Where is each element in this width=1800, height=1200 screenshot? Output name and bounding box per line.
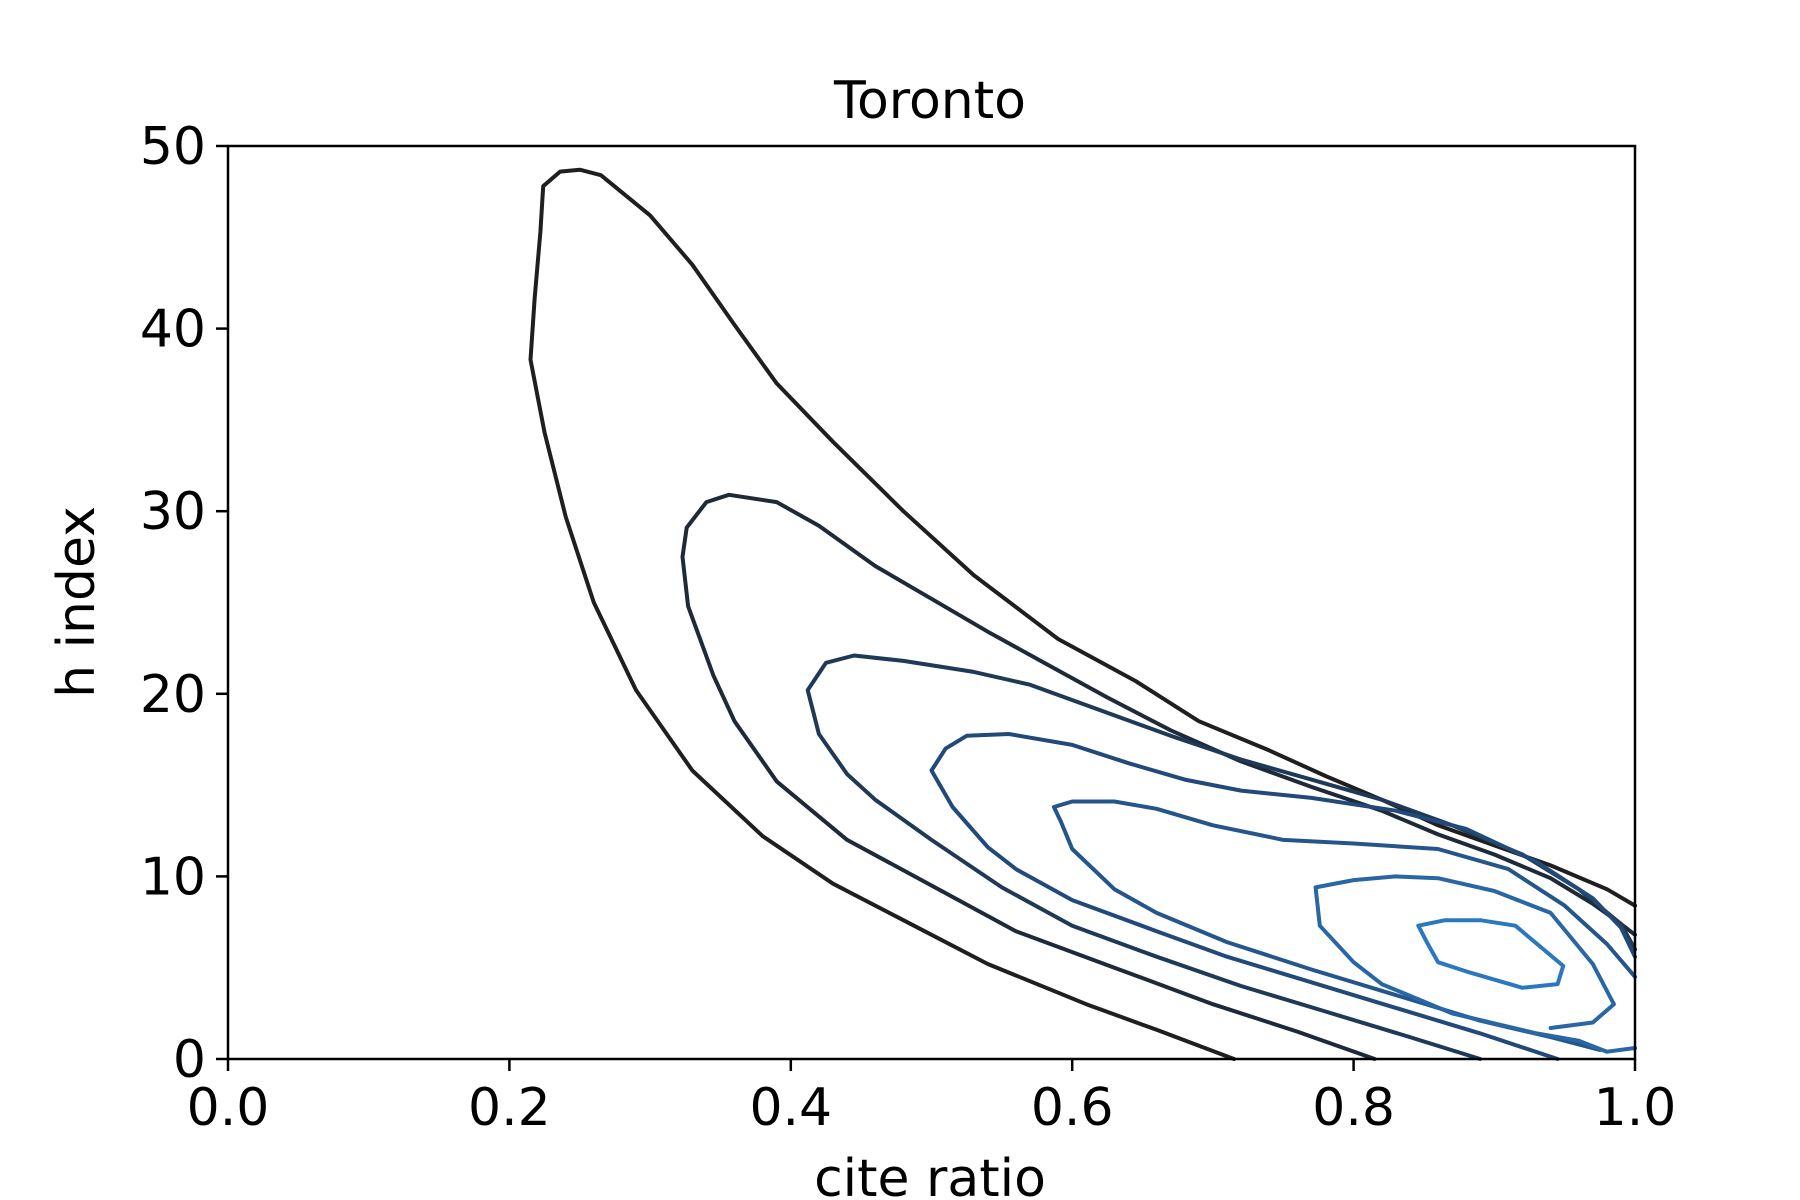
contour-line-1 (528, 167, 1637, 1061)
y-axis-ticks: 0 10 20 30 40 50 (140, 117, 228, 1090)
contour-line-5 (1051, 799, 1637, 1052)
contour-line-2 (680, 492, 1637, 1061)
contour-line-4 (929, 732, 1637, 1061)
y-tick-label: 20 (140, 665, 206, 725)
contour-line-7 (1416, 918, 1566, 990)
y-tick-label: 30 (140, 482, 206, 542)
contour-line-6 (1313, 874, 1637, 1054)
x-tick-label: 0.8 (1312, 1078, 1395, 1138)
y-tick-label: 0 (173, 1030, 206, 1090)
contour-lines (528, 167, 1637, 1061)
contour-line-3 (805, 653, 1637, 1061)
x-tick-label: 0.2 (468, 1078, 551, 1138)
x-tick-label: 1.0 (1594, 1078, 1677, 1138)
x-axis-label: cite ratio (814, 1149, 1046, 1200)
y-tick-label: 40 (140, 300, 206, 360)
y-tick-label: 10 (140, 847, 206, 907)
y-tick-label: 50 (140, 117, 206, 177)
x-tick-label: 0.0 (187, 1078, 270, 1138)
plot-frame (226, 144, 1637, 1061)
x-tick-label: 0.6 (1031, 1078, 1114, 1138)
chart-title: Toronto (833, 71, 1026, 131)
x-tick-label: 0.4 (749, 1078, 832, 1138)
y-axis-label: h index (47, 506, 107, 698)
x-axis-ticks: 0.0 0.2 0.4 0.6 0.8 1.0 (187, 1059, 1677, 1138)
